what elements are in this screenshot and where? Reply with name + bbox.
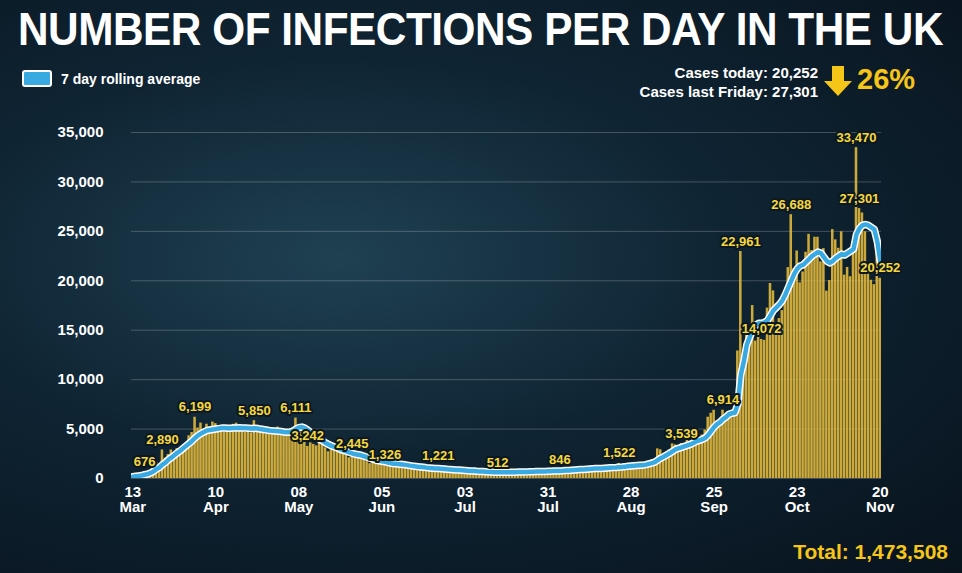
- svg-text:14,072: 14,072: [742, 321, 782, 336]
- html-text:7 day rolling average: 7 day rolling average: [61, 70, 201, 87]
- svg-text:20,252: 20,252: [860, 260, 900, 275]
- svg-text:2,890: 2,890: [146, 432, 179, 447]
- svg-text:31Jul: 31Jul: [537, 483, 559, 515]
- svg-text:676: 676: [134, 454, 156, 469]
- svg-text:35,000: 35,000: [58, 123, 104, 140]
- svg-text:1,326: 1,326: [369, 447, 402, 462]
- svg-text:20,252: 20,252: [860, 260, 900, 275]
- svg-text:22,961: 22,961: [721, 234, 761, 249]
- svg-text:13Mar: 13Mar: [119, 483, 146, 515]
- svg-text:26,688: 26,688: [771, 197, 811, 212]
- svg-text:846: 846: [549, 452, 571, 467]
- svg-text:25Sep: 25Sep: [700, 483, 728, 515]
- svg-text:2,890: 2,890: [146, 432, 179, 447]
- svg-text:2,445: 2,445: [336, 436, 369, 451]
- svg-text:846: 846: [549, 452, 571, 467]
- svg-text:30,000: 30,000: [58, 173, 104, 190]
- svg-text:6,111: 6,111: [280, 400, 311, 415]
- svg-text:512: 512: [487, 455, 509, 470]
- svg-text:25,000: 25,000: [58, 222, 104, 239]
- svg-text:1,522: 1,522: [603, 445, 636, 460]
- html-text:Cases last Friday: 27,301: Cases last Friday: 27,301: [639, 83, 818, 100]
- svg-text:10Apr: 10Apr: [203, 483, 229, 515]
- svg-text:6,914: 6,914: [707, 392, 740, 407]
- html-text:Cases today: 20,252: Cases today: 20,252: [674, 64, 818, 81]
- html-text:26%: 26%: [857, 63, 915, 95]
- svg-text:27,301: 27,301: [840, 191, 880, 206]
- svg-text:08May: 08May: [284, 483, 314, 515]
- svg-text:6,199: 6,199: [179, 399, 212, 414]
- svg-text:5,000: 5,000: [66, 420, 104, 437]
- svg-text:1,326: 1,326: [369, 447, 402, 462]
- svg-text:3,242: 3,242: [292, 428, 325, 443]
- html-text:Total: 1,473,508: Total: 1,473,508: [793, 540, 948, 563]
- svg-text:1,221: 1,221: [422, 448, 455, 463]
- svg-text:5,850: 5,850: [238, 403, 271, 418]
- svg-text:10,000: 10,000: [58, 370, 104, 387]
- svg-text:6,199: 6,199: [179, 399, 212, 414]
- svg-text:14,072: 14,072: [742, 321, 782, 336]
- svg-text:6,914: 6,914: [707, 392, 740, 407]
- svg-text:512: 512: [487, 455, 509, 470]
- svg-text:1,522: 1,522: [603, 445, 636, 460]
- svg-text:15,000: 15,000: [58, 321, 104, 338]
- svg-text:1,221: 1,221: [422, 448, 455, 463]
- svg-text:20Nov: 20Nov: [866, 483, 895, 515]
- svg-text:3,539: 3,539: [665, 426, 698, 441]
- svg-text:3,539: 3,539: [665, 426, 698, 441]
- svg-text:5,850: 5,850: [238, 403, 271, 418]
- html-text:NUMBER OF INFECTIONS PER DAY I: NUMBER OF INFECTIONS PER DAY IN THE UK: [18, 3, 943, 55]
- svg-text:676: 676: [134, 454, 156, 469]
- svg-text:3,242: 3,242: [292, 428, 325, 443]
- svg-text:22,961: 22,961: [721, 234, 761, 249]
- svg-text:33,470: 33,470: [837, 130, 877, 145]
- svg-text:26,688: 26,688: [771, 197, 811, 212]
- svg-text:6,111: 6,111: [280, 400, 311, 415]
- svg-text:05Jun: 05Jun: [369, 483, 396, 515]
- svg-text:27,301: 27,301: [840, 191, 880, 206]
- svg-text:33,470: 33,470: [837, 130, 877, 145]
- svg-text:0: 0: [95, 469, 103, 486]
- svg-text:20,000: 20,000: [58, 272, 104, 289]
- svg-text:03Jul: 03Jul: [454, 483, 476, 515]
- svg-text:23Oct: 23Oct: [785, 483, 810, 515]
- svg-text:28Aug: 28Aug: [616, 483, 645, 515]
- svg-text:2,445: 2,445: [336, 436, 369, 451]
